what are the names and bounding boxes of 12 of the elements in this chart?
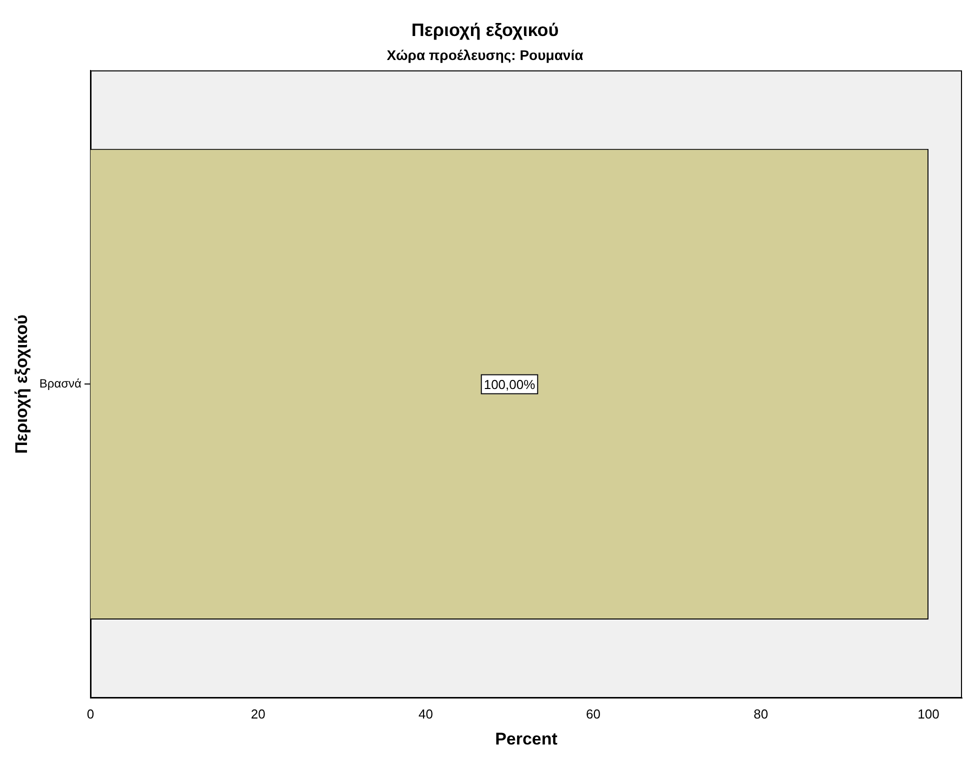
x-tick-label: 60: [586, 706, 601, 722]
data-label: 100,00%: [484, 376, 536, 392]
x-tick-label: 100: [918, 706, 940, 722]
x-tick-label: 80: [754, 706, 768, 722]
y-axis-title: Περιοχή εξοχικού: [12, 314, 31, 454]
x-tick-label: 40: [418, 706, 433, 722]
chart-subtitle: Χώρα προέλευσης: Ρουμανία: [386, 46, 584, 63]
x-tick-label: 20: [250, 706, 266, 722]
x-tick-label: 0: [86, 706, 94, 722]
y-tick-label: Βρασνά: [39, 376, 82, 391]
chart-title: Περιοχή εξοχικού: [411, 20, 559, 40]
x-axis-title: Percent: [495, 729, 558, 748]
